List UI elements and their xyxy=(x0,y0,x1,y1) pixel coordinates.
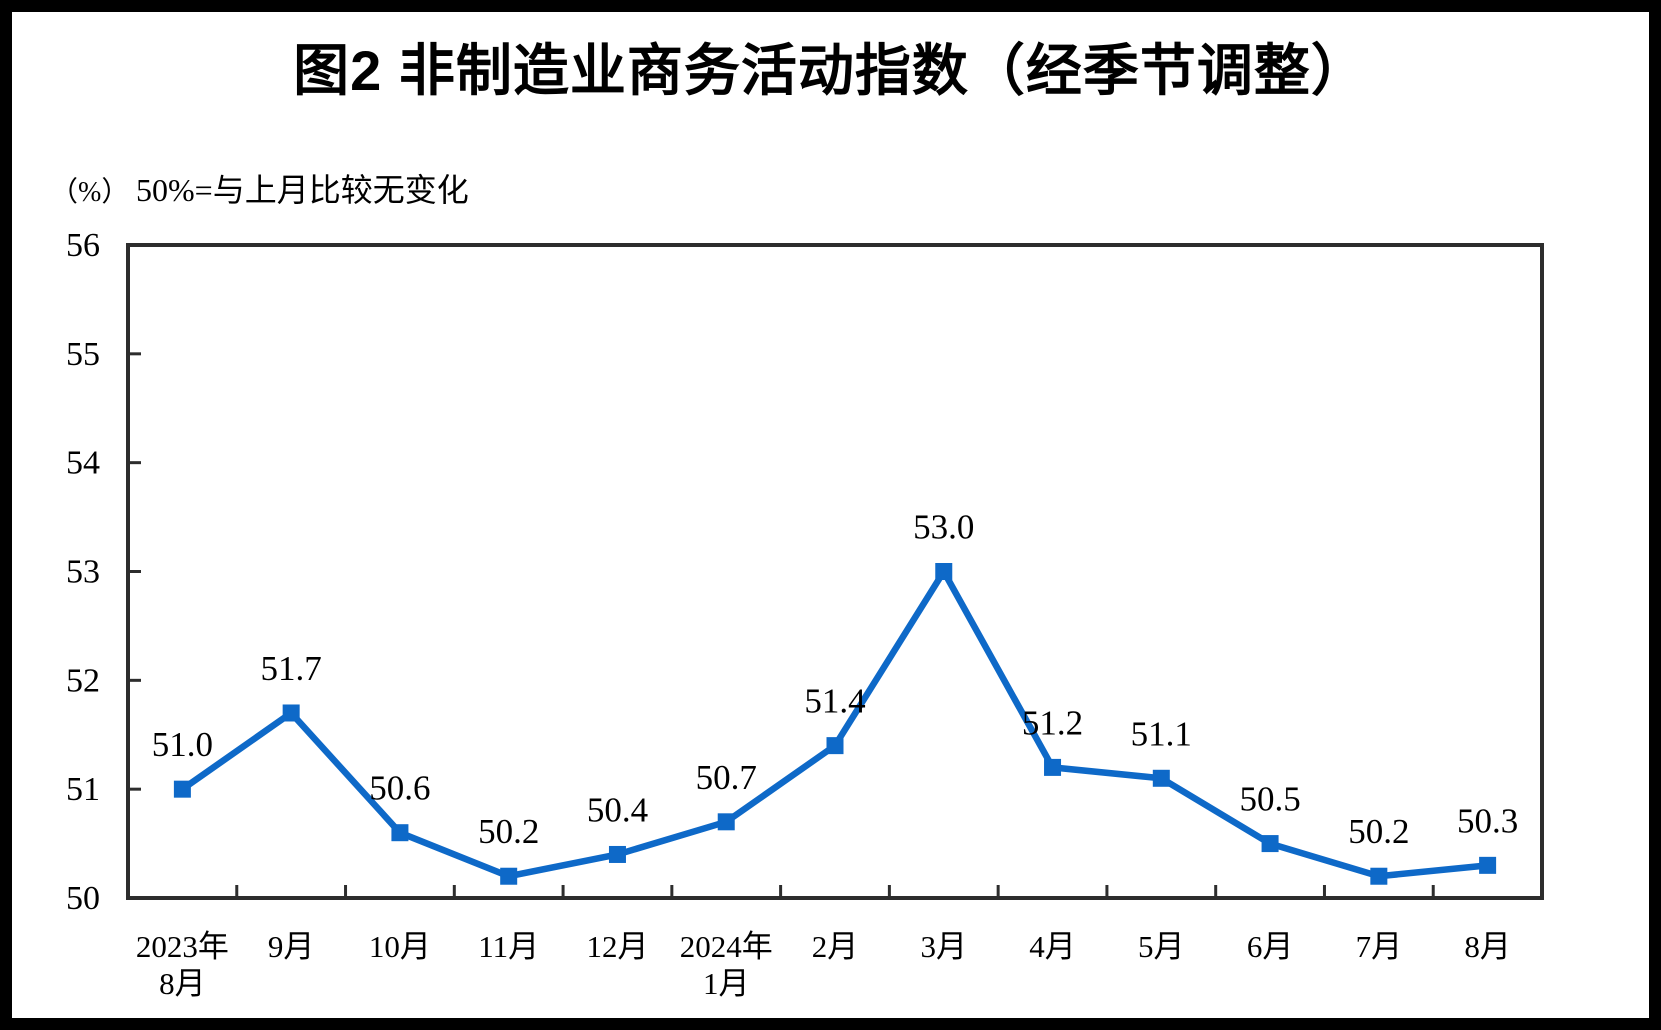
data-label: 53.0 xyxy=(913,508,974,547)
y-tick-label: 56 xyxy=(66,227,100,264)
data-point-marker xyxy=(173,780,191,798)
data-point-marker xyxy=(935,563,953,580)
data-line xyxy=(180,565,1488,880)
x-tick-label: 3月 xyxy=(921,929,968,964)
data-label: 51.0 xyxy=(152,725,213,764)
x-tick-label: 11月 xyxy=(478,929,539,964)
data-label: 50.7 xyxy=(696,758,757,797)
plot-border xyxy=(126,243,1544,900)
data-point-marker xyxy=(826,737,844,755)
data-point-marker xyxy=(500,867,518,885)
chart-title: 图2 非制造业商务活动指数（经季节调整） xyxy=(293,39,1368,102)
data-label: 51.4 xyxy=(804,682,865,721)
data-label: 51.2 xyxy=(1022,703,1083,742)
data-label: 51.1 xyxy=(1131,714,1192,753)
x-tick-label: 2024年 xyxy=(680,929,773,964)
y-tick-label: 53 xyxy=(66,554,100,591)
x-tick-label: 8月 xyxy=(1464,929,1511,964)
x-tick-label: 7月 xyxy=(1356,929,1403,964)
baseline-note: 50%=与上月比较无变化 xyxy=(136,172,469,208)
x-tick-label: 1月 xyxy=(703,966,750,1001)
x-tick-label: 10月 xyxy=(369,929,431,964)
y-tick-label: 51 xyxy=(66,771,100,808)
y-tick-label: 52 xyxy=(66,662,100,699)
data-label: 50.5 xyxy=(1239,780,1300,819)
data-point-marker xyxy=(717,813,735,831)
data-label: 50.2 xyxy=(478,812,539,851)
data-point-marker xyxy=(1479,856,1497,874)
data-point-marker xyxy=(1044,758,1062,776)
y-tick-label: 55 xyxy=(66,336,100,373)
x-tick-label: 4月 xyxy=(1029,929,1076,964)
data-point-marker xyxy=(1152,769,1170,787)
data-label: 51.7 xyxy=(261,649,322,688)
data-label: 50.4 xyxy=(587,790,648,829)
x-tick-label: 12月 xyxy=(586,929,648,964)
x-tick-label: 6月 xyxy=(1247,929,1294,964)
data-point-marker xyxy=(1370,867,1388,885)
data-point-marker xyxy=(608,845,626,863)
data-label: 50.6 xyxy=(369,769,430,808)
data-point-marker xyxy=(1261,835,1279,853)
y-tick-label: 54 xyxy=(66,445,100,482)
data-label: 50.3 xyxy=(1457,801,1518,840)
x-tick-label: 2023年 xyxy=(136,929,229,964)
y-axis-unit-label: （%） xyxy=(50,177,130,208)
page-frame: 图2 非制造业商务活动指数（经季节调整） （%） 50%=与上月比较无变化 50… xyxy=(12,12,1649,1018)
data-point-marker xyxy=(391,824,409,842)
data-point-marker xyxy=(282,704,300,722)
x-tick-label: 9月 xyxy=(268,929,315,964)
data-label: 50.2 xyxy=(1348,812,1409,851)
x-tick-label: 2月 xyxy=(812,929,859,964)
x-tick-label: 8月 xyxy=(159,966,206,1001)
x-tick-label: 5月 xyxy=(1138,929,1185,964)
y-tick-label: 50 xyxy=(66,880,100,917)
